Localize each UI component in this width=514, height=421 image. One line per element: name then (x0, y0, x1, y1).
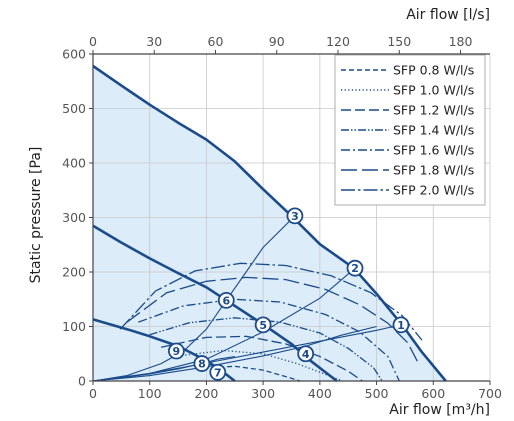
marker-circle (286, 207, 304, 225)
y-tick-label: 500 (62, 101, 86, 116)
y-tick-label: 400 (62, 156, 86, 171)
x-tick-label: 600 (421, 386, 445, 401)
marker-circle (217, 291, 235, 309)
x-tick-label: 700 (478, 386, 502, 401)
y-tick-label: 600 (62, 47, 86, 62)
y-tick-label: 200 (62, 265, 86, 280)
operating-point-1: 1 (392, 316, 410, 334)
x-tick-label: 300 (251, 386, 275, 401)
marker-label: 4 (302, 348, 310, 361)
legend-label: SFP 1.8 W/l/s (393, 163, 474, 178)
system-curve-4 (92, 325, 377, 382)
marker-circle (167, 342, 185, 360)
x-tick-label: 500 (365, 386, 389, 401)
legend-entry-5: SFP 1.6 W/l/s (341, 143, 474, 158)
operating-point-markers: 1 2 3 4 5 6 78 9 (167, 207, 410, 381)
operating-point-2: 2 (346, 259, 364, 277)
marker-circle (392, 316, 410, 334)
sfp-curve-3 (160, 335, 363, 382)
operating-point-7: 7 (209, 363, 227, 381)
operating-point-3: 3 (286, 207, 304, 225)
operating-area (93, 66, 446, 381)
x-tick-label: 100 (138, 386, 162, 401)
marker-label: 6 (222, 294, 230, 307)
marker-label: 2 (351, 262, 359, 275)
legend-label: SFP 1.6 W/l/s (393, 143, 474, 158)
sfp-curve-6 (126, 276, 420, 365)
marker-circle (346, 259, 364, 277)
x2-tick-label: 30 (146, 34, 162, 49)
x2-axis-title: Air flow [l/s] (406, 7, 490, 23)
y-tick-label: 100 (62, 319, 86, 334)
legend-entry-6: SFP 1.8 W/l/s (341, 163, 474, 178)
axes: 0 100 200 300 400 500 600 700010020030040050060… (62, 34, 502, 401)
x2-tick-label: 0 (89, 34, 97, 49)
system-curves (92, 215, 402, 382)
marker-label: 9 (173, 345, 181, 358)
operating-area-fill (93, 66, 446, 381)
marker-circle (254, 316, 272, 334)
legend-entry-1: SFP 0.8 W/l/s (341, 63, 474, 78)
x2-tick-label: 180 (449, 34, 473, 49)
sfp-curve-7 (119, 262, 423, 341)
x2-tick-label: 90 (269, 34, 285, 49)
legend-entry-7: SFP 2.0 W/l/s (341, 183, 474, 198)
marker-label: 3 (291, 210, 299, 223)
marker-label: 7 (214, 366, 222, 379)
x-tick-label: 400 (308, 386, 332, 401)
marker-label: 8 (198, 358, 206, 371)
legend-entry-2: SFP 1.0 W/l/s (341, 83, 474, 98)
operating-point-4: 4 (297, 345, 315, 363)
x-tick-label: 200 (194, 386, 218, 401)
operating-point-8: 8 (193, 355, 211, 372)
legend-entry-4: SFP 1.4 W/l/s (341, 123, 474, 138)
x2-tick-label: 150 (387, 34, 411, 49)
operating-point-9: 9 (167, 342, 185, 360)
marker-label: 1 (397, 319, 405, 332)
system-curve-5 (92, 355, 235, 382)
sfp-curve-5 (138, 298, 400, 382)
x-axis-title: Air flow [m³/h] (389, 402, 490, 418)
legend-label: SFP 1.4 W/l/s (393, 123, 474, 138)
legend-label: SFP 0.8 W/l/s (393, 63, 474, 78)
marker-label: 5 (259, 319, 267, 332)
legend-entry-3: SFP 1.2 W/l/s (341, 103, 474, 118)
legend-label: SFP 1.2 W/l/s (393, 103, 474, 118)
legend-label: SFP 1.0 W/l/s (393, 83, 474, 98)
marker-circle (193, 355, 211, 372)
marker-circle (209, 363, 227, 381)
y-axis-title: Static pressure [Pa] (28, 147, 44, 284)
sfp-curve-4 (149, 317, 383, 382)
operating-point-6: 6 (217, 291, 235, 309)
x2-tick-label: 120 (326, 34, 350, 49)
legend-label: SFP 2.0 W/l/s (393, 183, 474, 198)
legend: SFP 0.8 W/l/s SFP 1.0 W/l/s SFP 1.2 W/l/s S… (334, 54, 486, 206)
y-tick-label: 0 (78, 374, 86, 389)
x2-tick-label: 60 (208, 34, 224, 49)
operating-point-5: 5 (254, 316, 272, 334)
system-curve-3 (92, 215, 296, 382)
y-tick-label: 300 (62, 210, 86, 225)
x-tick-label: 0 (89, 386, 97, 401)
marker-circle (297, 345, 315, 363)
